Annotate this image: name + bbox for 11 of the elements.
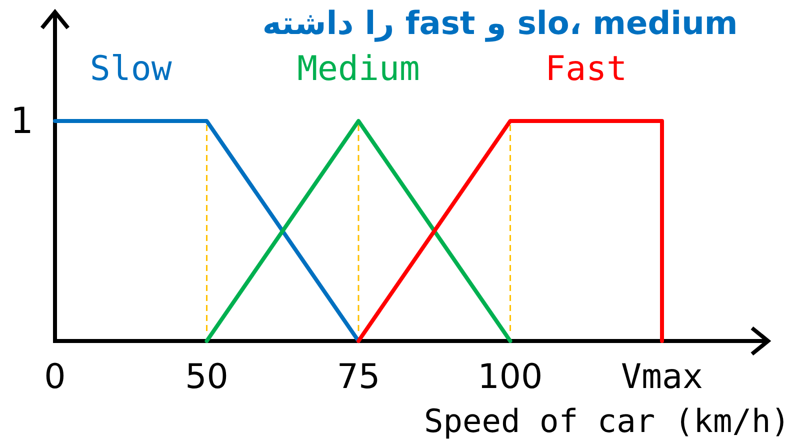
x-tick-label: 75 bbox=[336, 357, 380, 397]
x-tick-label: Vmax bbox=[621, 357, 703, 397]
chart-title: slo، medium و fast را داشته bbox=[262, 4, 738, 42]
series-label: Medium bbox=[297, 49, 420, 89]
x-tick-label: 100 bbox=[478, 357, 543, 397]
x-tick-label: 50 bbox=[185, 357, 228, 397]
x-tick-label: 0 bbox=[44, 357, 66, 397]
series-label: Fast bbox=[545, 49, 628, 89]
x-axis-title: Speed of car (km/h) bbox=[424, 402, 790, 440]
text: 1 bbox=[10, 101, 34, 142]
series-label: Slow bbox=[90, 49, 172, 89]
